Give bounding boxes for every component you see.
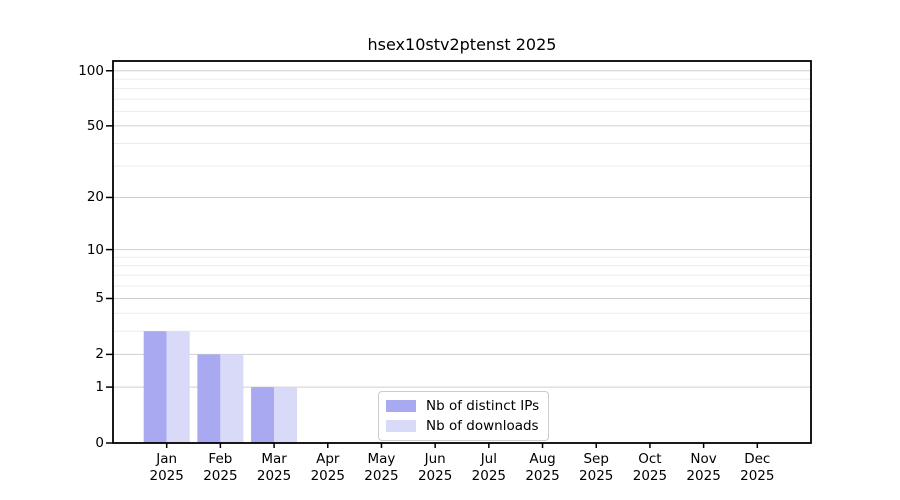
y-tick-label-50: 50: [86, 117, 104, 134]
legend-swatch-downloads: [386, 420, 416, 432]
legend-label-downloads: Nb of downloads: [426, 418, 539, 434]
y-tick-label-0: 0: [95, 435, 104, 451]
y-tick-label-20: 20: [86, 189, 104, 206]
x-tick-label-feb: Feb 2025: [203, 451, 238, 484]
bar-feb-series1: [220, 354, 244, 443]
y-tick-label-100: 100: [78, 62, 104, 79]
legend-label-distinct-ips: Nb of distinct IPs: [426, 398, 540, 414]
bar-mar-series0: [251, 387, 275, 443]
x-tick-label-nov: Nov 2025: [686, 451, 721, 484]
x-tick-label-oct: Oct 2025: [632, 451, 668, 484]
y-tick-label-2: 2: [95, 346, 104, 363]
x-tick-label-jan: Jan 2025: [149, 451, 184, 484]
legend: Nb of distinct IPs Nb of downloads: [378, 391, 550, 441]
y-tick-label-10: 10: [86, 241, 104, 258]
y-tick-label-5: 5: [95, 290, 104, 307]
plot-border: [112, 60, 812, 444]
x-tick-label-sep: Sep 2025: [579, 451, 614, 484]
x-tick-label-aug: Aug 2025: [525, 451, 560, 484]
legend-item-downloads: Nb of downloads: [386, 416, 539, 436]
bar-mar-series1: [274, 387, 298, 443]
x-tick-label-jun: Jun 2025: [417, 451, 453, 484]
x-tick-label-mar: Mar 2025: [256, 451, 292, 484]
legend-item-distinct-ips: Nb of distinct IPs: [386, 396, 539, 416]
legend-swatch-distinct-ips: [386, 400, 416, 412]
y-tick-label-1: 1: [95, 379, 104, 396]
chart-title: hsex10stv2ptenst 2025: [367, 35, 557, 54]
x-tick-label-may: May 2025: [364, 451, 399, 484]
x-tick-label-jul: Jul 2025: [471, 451, 507, 484]
bar-jan-series1: [166, 331, 190, 443]
bar-feb-series0: [197, 354, 221, 443]
bar-jan-series0: [143, 331, 167, 443]
x-tick-label-apr: Apr 2025: [310, 451, 345, 484]
x-tick-label-dec: Dec 2025: [740, 451, 775, 484]
